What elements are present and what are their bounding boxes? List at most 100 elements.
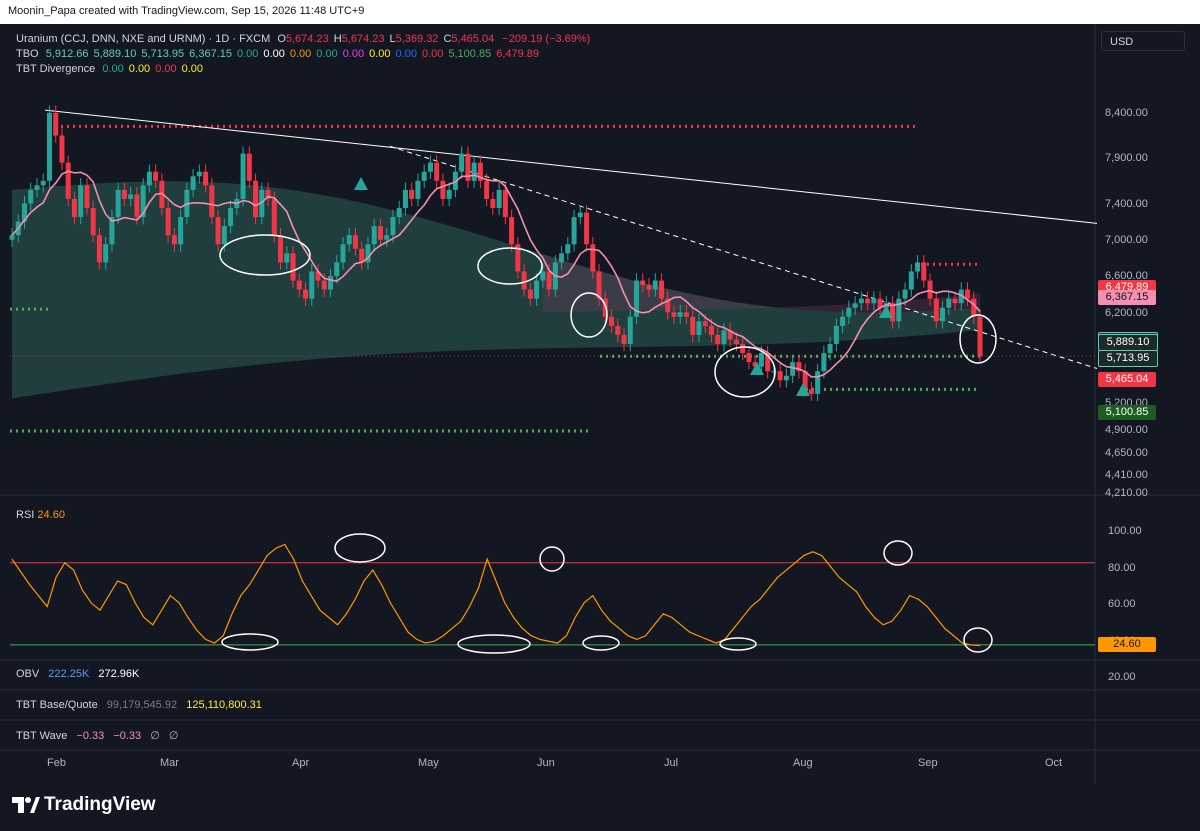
tbt-base-label: TBT Base/Quote xyxy=(16,699,98,711)
tbo-value-0: 5,912.66 xyxy=(45,48,89,60)
candle-body xyxy=(203,171,209,186)
candle-body xyxy=(84,185,90,208)
candle-body xyxy=(921,262,927,281)
rsi-label: RSI xyxy=(16,509,35,521)
symbol-legend: Uranium (CCJ, DNN, NXE and URNM) · 1D · … xyxy=(16,33,595,45)
candle-body xyxy=(871,298,877,304)
candle-body xyxy=(115,189,121,218)
price-tag: 5,889.10 xyxy=(1098,333,1158,351)
rsi-value-tag: 24.60 xyxy=(1098,637,1156,652)
chart-credit: Moonin_Papa created with TradingView.com… xyxy=(8,5,365,17)
candle-body xyxy=(534,280,540,299)
candle-body xyxy=(502,189,508,218)
tbo-value-10: 0.00 xyxy=(395,48,417,60)
chart-area[interactable] xyxy=(0,24,1200,784)
ohlc-key-2: L xyxy=(389,33,396,45)
annotation-circle xyxy=(334,533,386,563)
candle-body xyxy=(527,289,533,299)
candle-body xyxy=(683,312,689,317)
candle-body xyxy=(459,153,465,172)
tbt-wave-value-4: ∅ xyxy=(168,730,179,742)
candle-body xyxy=(777,371,783,381)
price-tick-label: 4,210.00 xyxy=(1105,487,1148,500)
candle-body xyxy=(34,185,40,190)
candle-body xyxy=(927,280,933,299)
tbo-value-1: 5,889.10 xyxy=(93,48,137,60)
candle-body xyxy=(590,244,596,272)
tbt-wave-value-2: −0.33 xyxy=(113,730,142,742)
price-tick-label: 7,000.00 xyxy=(1105,234,1148,247)
candle-body xyxy=(833,325,839,344)
price-tick-label: 4,410.00 xyxy=(1105,468,1148,481)
rsi-tick-label: 20.00 xyxy=(1108,671,1136,683)
candle-body xyxy=(715,334,721,344)
candle-body xyxy=(259,189,265,218)
tbt-base-value-1: 99,179,545.92 xyxy=(106,699,178,711)
candle-body xyxy=(134,194,140,218)
price-tick-label: 7,900.00 xyxy=(1105,152,1148,165)
candle-body xyxy=(852,303,858,308)
candle-body xyxy=(790,362,796,376)
candle-body xyxy=(334,262,340,276)
tbo-value-2: 5,713.95 xyxy=(141,48,185,60)
annotation-circle xyxy=(539,546,565,572)
ohlc-key-3: C xyxy=(443,33,452,45)
candle-body xyxy=(9,235,15,240)
annotation-circle xyxy=(582,635,620,651)
rsi-legend: RSI 24.60 xyxy=(16,509,65,521)
candle-body xyxy=(658,280,664,299)
tradingview-logo-icon xyxy=(12,797,40,813)
trend-line-dashed xyxy=(389,145,1098,369)
tbo-value-7: 0.00 xyxy=(316,48,338,60)
price-tag: 6,367.15 xyxy=(1098,290,1156,306)
candle-body xyxy=(409,189,415,199)
candle-body xyxy=(53,112,59,136)
chart-svg xyxy=(0,24,1200,784)
candle-body xyxy=(733,339,739,344)
candle-body xyxy=(559,253,565,263)
candle-body xyxy=(652,280,658,290)
annotation-circle xyxy=(221,633,279,651)
candle-body xyxy=(933,298,939,322)
ohlc-value-1: 5,674.23 xyxy=(341,33,385,45)
candle-body xyxy=(296,280,302,290)
candle-body xyxy=(103,244,109,263)
candle-body xyxy=(290,253,296,281)
candle-body xyxy=(740,344,746,354)
candle-body xyxy=(215,217,221,245)
candle-body xyxy=(65,162,71,199)
annotation-circle xyxy=(883,540,913,566)
annotation-circle xyxy=(219,234,311,276)
candle-body xyxy=(865,298,871,304)
candle-body xyxy=(246,153,252,181)
candle-body xyxy=(846,307,852,317)
candle-body xyxy=(471,162,477,181)
ohlc-value-0: 5,674.23 xyxy=(285,33,329,45)
tbt-value-0: 0.00 xyxy=(102,63,124,75)
buy-signal-icon xyxy=(354,177,368,190)
candle-body xyxy=(783,375,789,381)
tbt-wave-label: TBT Wave xyxy=(16,730,68,742)
candle-body xyxy=(365,244,371,263)
candle-body xyxy=(109,217,115,245)
candle-body xyxy=(28,189,34,204)
candle-body xyxy=(584,212,590,245)
tbt-wave-value-1: −0.33 xyxy=(76,730,105,742)
footer xyxy=(0,784,1200,831)
tbo-value-6: 0.00 xyxy=(289,48,312,60)
candle-body xyxy=(490,198,496,208)
annotation-circle xyxy=(570,292,608,338)
candle-body xyxy=(240,153,246,199)
candle-body xyxy=(421,171,427,181)
candle-body xyxy=(321,280,327,290)
currency-selector[interactable]: USD xyxy=(1101,31,1185,51)
candle-body xyxy=(958,289,964,304)
month-label: Oct xyxy=(1045,757,1063,769)
buy-signal-icon xyxy=(796,383,810,396)
buy-signal-icon xyxy=(750,362,764,375)
candle-body xyxy=(977,316,983,357)
candle-body xyxy=(546,271,552,290)
candle-body xyxy=(40,180,46,186)
candle-body xyxy=(253,180,259,218)
candle-body xyxy=(896,298,902,322)
